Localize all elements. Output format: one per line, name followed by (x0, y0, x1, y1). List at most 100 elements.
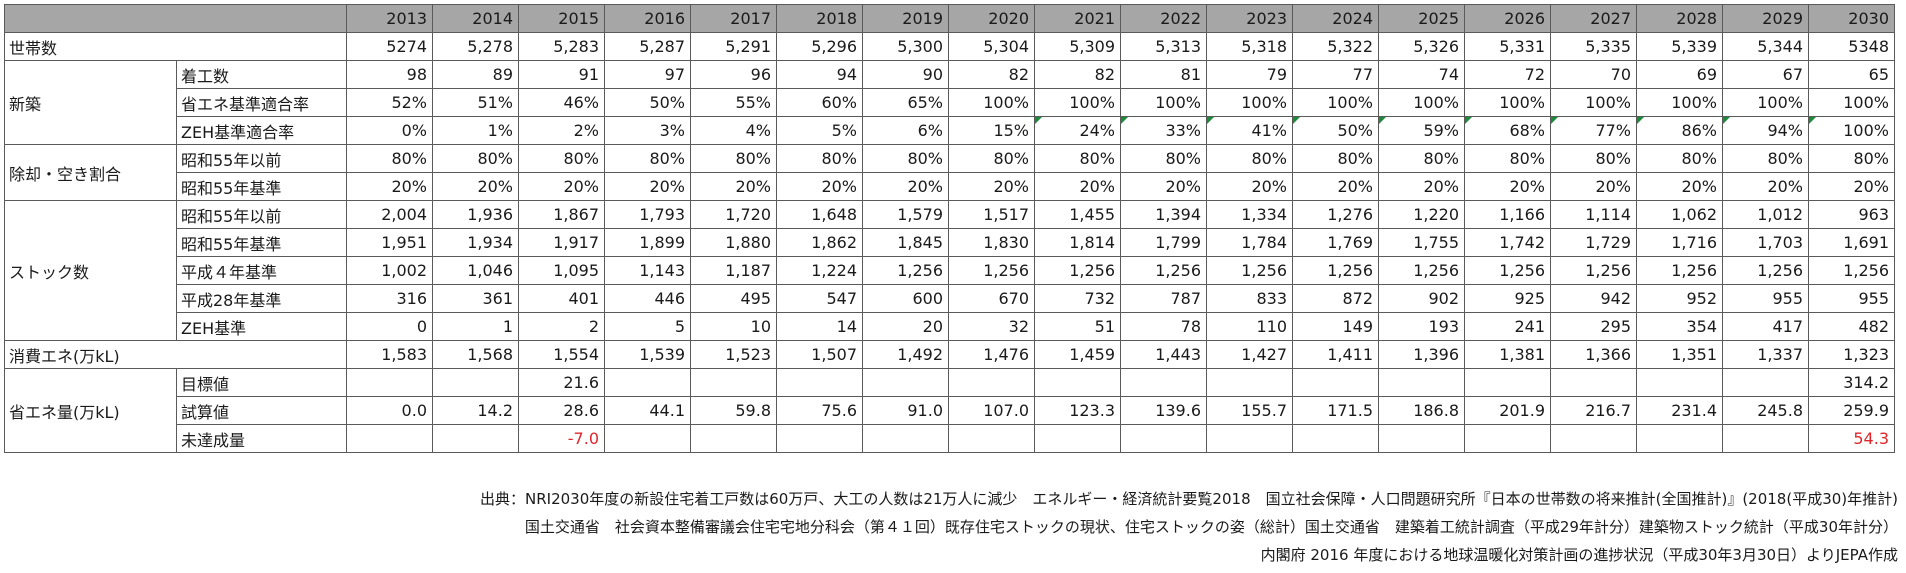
data-cell: 81 (1120, 60, 1207, 89)
source-note-1: 出典：NRI2030年度の新設住宅着工戸数は60万戸、大工の人数は21万人に減少… (480, 490, 1898, 508)
table-row: 昭和55年基準 20% 20% 20% 20% 20% 20% 20% 20% 20% 20% 20%… (5, 172, 1895, 201)
data-cell: 98 (346, 60, 433, 89)
data-cell: 60% (776, 88, 863, 117)
data-cell: 547 (776, 284, 863, 313)
data-cell: 295 (1550, 312, 1637, 341)
data-cell: 1 (432, 312, 519, 341)
data-cell: 1,951 (346, 228, 433, 257)
data-cell: 5,322 (1292, 32, 1379, 61)
data-cell (1550, 368, 1637, 397)
data-cell (1464, 368, 1551, 397)
row-sub-label: 着工数 (176, 60, 347, 89)
year-header-cell: 2022 (1120, 4, 1207, 33)
data-cell: 1,187 (690, 256, 777, 285)
data-cell: 41% (1206, 116, 1293, 145)
data-cell: 1,256 (1550, 256, 1637, 285)
data-cell: 86% (1636, 116, 1723, 145)
data-cell: 1,062 (1636, 200, 1723, 229)
table-row: 省エネ量(万kL) 目標値 21.6 314.2 (4, 368, 1895, 453)
data-cell: 80% (604, 144, 691, 173)
data-cell: 1,899 (604, 228, 691, 257)
data-cell (948, 424, 1035, 453)
data-cell: 44.1 (604, 396, 691, 425)
data-cell: 1,443 (1120, 340, 1207, 369)
data-cell: 5,287 (604, 32, 691, 61)
data-cell: 1,427 (1206, 340, 1293, 369)
data-cell (432, 424, 519, 453)
row-sub-label: 昭和55年基準 (176, 172, 347, 201)
data-cell: 80% (1206, 144, 1293, 173)
row-group-label: ストック数 (4, 200, 177, 341)
row-group-label: 新築 (4, 60, 177, 145)
data-cell (432, 368, 519, 397)
data-cell: 925 (1464, 284, 1551, 313)
data-cell: 5,339 (1636, 32, 1723, 61)
row-sub-label: 省エネ基準適合率 (176, 88, 347, 117)
year-header-cell: 2021 (1034, 4, 1121, 33)
data-cell: 417 (1722, 312, 1809, 341)
year-header-cell: 2020 (948, 4, 1035, 33)
data-cell: 5348 (1808, 32, 1895, 61)
data-cell: 259.9 (1808, 396, 1895, 425)
data-cell: 186.8 (1378, 396, 1465, 425)
data-cell: 1,934 (432, 228, 519, 257)
data-cell: 20% (432, 172, 519, 201)
data-cell: 20 (862, 312, 949, 341)
data-cell: 401 (518, 284, 605, 313)
data-cell: 139.6 (1120, 396, 1207, 425)
data-cell: 20% (1292, 172, 1379, 201)
year-header-cell: 2029 (1722, 4, 1809, 33)
data-cell: 1,351 (1636, 340, 1723, 369)
data-cell: 1,476 (948, 340, 1035, 369)
data-cell: 94% (1722, 116, 1809, 145)
data-cell (1636, 424, 1723, 453)
data-cell: 1,720 (690, 200, 777, 229)
data-cell: 361 (432, 284, 519, 313)
data-cell: 20% (1808, 172, 1895, 201)
data-cell: 1,784 (1206, 228, 1293, 257)
data-cell: 1,814 (1034, 228, 1121, 257)
data-cell: 20% (518, 172, 605, 201)
table-row: 新築 着工数 98 89 91 97 96 94 90 82 82 81 79 77 74 72 70 69 67 6… (4, 60, 1895, 145)
data-cell: 100% (1378, 88, 1465, 117)
data-cell: 2,004 (346, 200, 433, 229)
year-header-cell: 2028 (1636, 4, 1723, 33)
data-cell: 5,304 (948, 32, 1035, 61)
data-cell: 32 (948, 312, 1035, 341)
data-cell: 1,334 (1206, 200, 1293, 229)
data-cell: 80% (1378, 144, 1465, 173)
data-cell: 10 (690, 312, 777, 341)
data-cell: 100% (1206, 88, 1293, 117)
data-cell: 5,331 (1464, 32, 1551, 61)
data-cell: 1,256 (1292, 256, 1379, 285)
data-cell: 241 (1464, 312, 1551, 341)
data-cell: 1,411 (1292, 340, 1379, 369)
data-cell: 80% (862, 144, 949, 173)
data-cell: 21.6 (518, 368, 605, 397)
table-row: 未達成量 -7.0 54.3 (5, 424, 1895, 453)
data-cell: 149 (1292, 312, 1379, 341)
data-cell: 80% (1120, 144, 1207, 173)
table-row: ZEH基準適合率 0% 1% 2% 3% 4% 5% 6% 15% 24% 33% 41% 50% 59%… (5, 116, 1895, 145)
data-cell: 1,381 (1464, 340, 1551, 369)
data-cell: 75.6 (776, 396, 863, 425)
data-cell: 107.0 (948, 396, 1035, 425)
table-row: ストック数 昭和55年以前 2,004 1,936 1,867 1,793 1,720 1,6… (4, 200, 1895, 341)
row-sub-label: ZEH基準 (176, 312, 347, 341)
data-cell: 110 (1206, 312, 1293, 341)
data-cell (776, 368, 863, 397)
data-cell: 942 (1550, 284, 1637, 313)
data-cell: 67 (1722, 60, 1809, 89)
data-cell: 51 (1034, 312, 1121, 341)
data-cell: 100% (1722, 88, 1809, 117)
data-cell: 1,143 (604, 256, 691, 285)
data-cell: 20% (1464, 172, 1551, 201)
row-group-label: 消費エネ(万kL) (4, 340, 347, 369)
data-cell (1034, 424, 1121, 453)
row-sub-label: 目標値 (176, 368, 347, 397)
data-cell: 94 (776, 60, 863, 89)
data-cell: 5,278 (432, 32, 519, 61)
data-cell: 20% (1636, 172, 1723, 201)
data-cell: 1,256 (1120, 256, 1207, 285)
year-header-row: 2013 2014 2015 2016 2017 2018 2019 2020 2021 2022… (4, 4, 1895, 33)
